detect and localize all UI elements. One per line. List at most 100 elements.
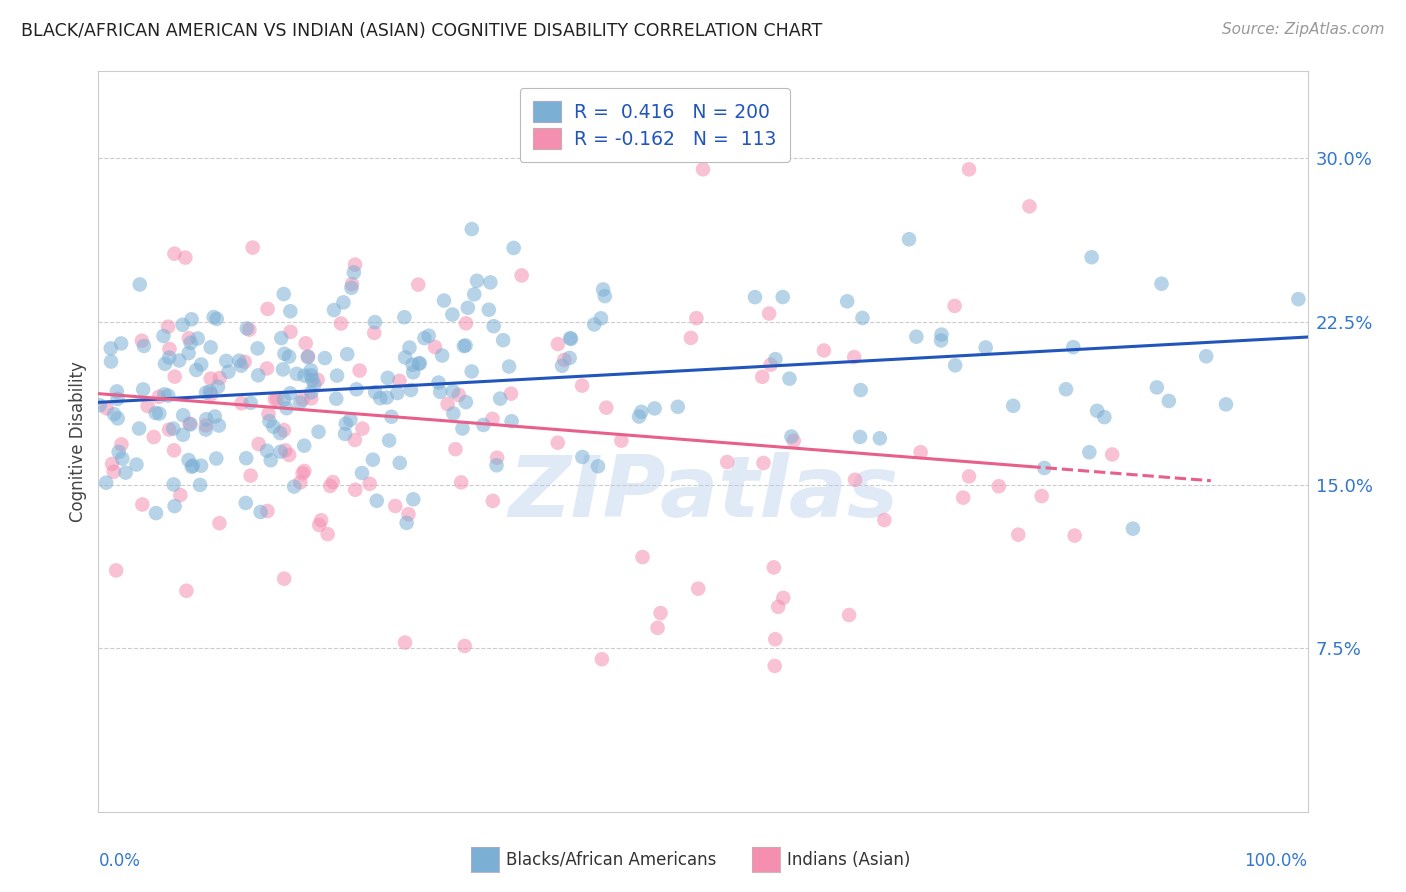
Point — [339, 412, 361, 426]
Point — [631, 550, 654, 565]
Point — [208, 418, 231, 433]
Point — [291, 392, 314, 407]
Point — [751, 369, 773, 384]
Point — [325, 392, 347, 406]
Point — [162, 421, 184, 435]
Point — [752, 456, 775, 470]
Point — [128, 421, 150, 435]
Point — [453, 339, 475, 353]
Point — [128, 277, 150, 292]
Text: BLACK/AFRICAN AMERICAN VS INDIAN (ASIAN) COGNITIVE DISABILITY CORRELATION CHART: BLACK/AFRICAN AMERICAN VS INDIAN (ASIAN)… — [21, 22, 823, 40]
Point — [398, 341, 420, 355]
Point — [202, 310, 225, 324]
Point — [278, 448, 301, 462]
Point — [247, 437, 270, 451]
Point — [103, 465, 125, 479]
Point — [387, 386, 409, 401]
Point — [433, 293, 456, 308]
Point — [163, 369, 186, 384]
Point — [375, 391, 398, 405]
Point — [326, 368, 349, 383]
Point — [361, 452, 384, 467]
Text: 100.0%: 100.0% — [1244, 853, 1308, 871]
Point — [1150, 277, 1173, 291]
Point — [330, 317, 353, 331]
Point — [256, 361, 278, 376]
Point — [172, 427, 194, 442]
Point — [644, 401, 666, 416]
Point — [153, 387, 176, 401]
Point — [489, 392, 512, 406]
Point — [558, 351, 581, 365]
Point — [302, 377, 325, 392]
Point — [987, 479, 1010, 493]
Point — [1018, 199, 1040, 213]
Point — [1007, 527, 1029, 541]
Point — [481, 412, 503, 426]
Point — [266, 392, 288, 406]
Point — [628, 409, 651, 424]
Point — [352, 421, 374, 435]
Point — [772, 290, 794, 304]
Point — [283, 479, 305, 493]
Point — [432, 349, 454, 363]
Point — [783, 434, 806, 448]
Point — [384, 499, 406, 513]
Point — [145, 406, 167, 420]
Point — [399, 383, 422, 397]
Point — [1078, 445, 1101, 459]
Point — [172, 408, 194, 422]
Point — [450, 475, 472, 490]
Point — [849, 383, 872, 397]
Point — [366, 493, 388, 508]
Point — [297, 350, 319, 364]
Point — [100, 354, 122, 368]
Point — [423, 340, 446, 354]
Point — [200, 340, 222, 354]
Point — [413, 331, 436, 345]
Point — [270, 331, 292, 345]
Point — [343, 433, 366, 447]
Point — [418, 328, 440, 343]
Point — [571, 450, 593, 464]
Point — [290, 475, 312, 490]
Point — [177, 453, 200, 467]
Point — [441, 308, 464, 322]
Point — [205, 451, 228, 466]
Point — [323, 303, 346, 318]
Point — [349, 363, 371, 377]
Point — [765, 352, 787, 367]
Point — [1002, 399, 1025, 413]
Point — [273, 287, 295, 301]
Point — [194, 418, 217, 433]
Point — [457, 301, 479, 315]
Point — [291, 467, 314, 481]
Point — [408, 357, 430, 371]
Point — [1215, 397, 1237, 411]
Point — [974, 341, 997, 355]
Point — [107, 392, 129, 406]
Point — [363, 326, 385, 340]
Point — [274, 443, 297, 458]
Point — [188, 478, 211, 492]
Point — [159, 342, 181, 356]
Point — [278, 350, 301, 364]
Point — [195, 385, 218, 400]
Point — [583, 318, 606, 332]
Point — [482, 494, 505, 508]
Point — [454, 338, 477, 352]
Point — [270, 444, 292, 458]
Point — [479, 276, 502, 290]
Point — [181, 458, 204, 473]
Point — [314, 351, 336, 365]
Point — [943, 299, 966, 313]
Point — [180, 459, 202, 474]
Point — [157, 319, 180, 334]
Point — [145, 506, 167, 520]
Point — [766, 599, 789, 614]
Point — [666, 400, 689, 414]
Point — [174, 251, 197, 265]
Point — [453, 639, 475, 653]
Point — [297, 350, 319, 364]
Point — [838, 607, 860, 622]
